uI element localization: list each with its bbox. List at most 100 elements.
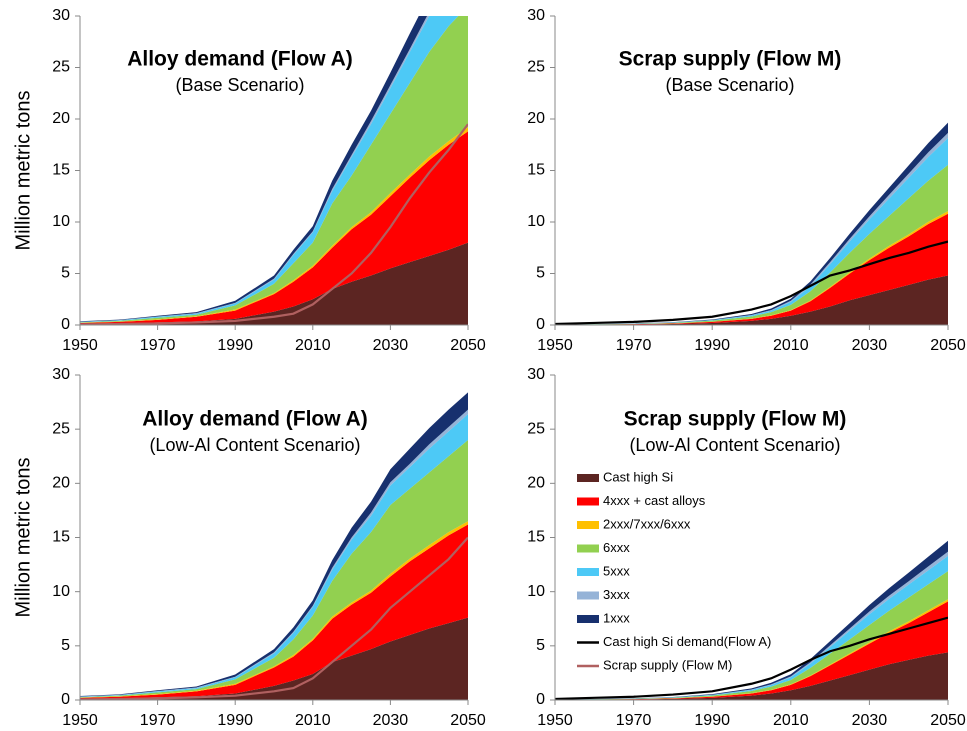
y-tick-label: 30 (52, 7, 70, 24)
x-tick-label: 2030 (373, 712, 409, 729)
legend-swatch (577, 474, 599, 482)
legend-swatch (577, 568, 599, 576)
y-tick-label: 20 (527, 475, 545, 492)
area (555, 601, 948, 700)
legend-swatch (577, 591, 599, 600)
y-tick-label: 10 (527, 583, 545, 600)
x-tick-label: 1950 (62, 712, 98, 729)
y-axis-label: Million metric tons (12, 90, 34, 250)
plot-area (80, 392, 468, 700)
y-tick-label: 20 (52, 475, 70, 492)
y-tick-label: 10 (52, 583, 70, 600)
panel: 0 5 10 15 20 25 30 1950 1970 1990 2010 2030 2050 Scra… (527, 366, 966, 729)
y-tick-label: 15 (52, 529, 70, 546)
legend-swatch (577, 544, 599, 553)
legend: Cast high Si 4xxx + cast alloys 2xxx/7xxx/… (577, 469, 771, 672)
y-tick-label: 20 (527, 110, 545, 127)
x-tick-label: 2010 (773, 712, 809, 729)
y-tick-label: 25 (52, 420, 70, 437)
x-tick-label: 1970 (616, 337, 652, 354)
legend-swatch (577, 521, 599, 529)
legend-label: 2xxx/7xxx/6xxx (603, 516, 691, 531)
x-tick-label: 2030 (373, 337, 409, 354)
line (80, 123, 468, 325)
chart-title: Scrap supply (Flow M) (624, 408, 847, 431)
chart-subtitle: (Low-Al Content Scenario) (149, 435, 360, 455)
x-tick-label: 2010 (295, 337, 331, 354)
line (555, 240, 948, 325)
panel: 0 5 10 15 20 25 30 1950 1970 1990 2010 2030 2050 Allo… (12, 366, 486, 729)
area (80, 440, 468, 698)
y-tick-label: 15 (52, 162, 70, 179)
x-tick-label: 1950 (537, 712, 573, 729)
y-tick-label: 5 (536, 637, 545, 654)
x-tick-label: 2010 (773, 337, 809, 354)
x-tick-label: 1970 (140, 337, 176, 354)
area (555, 164, 948, 325)
area (555, 138, 948, 325)
y-tick-label: 10 (527, 213, 545, 230)
area (555, 652, 948, 700)
legend-swatch (577, 615, 599, 623)
legend-label: 1xxx (603, 610, 630, 625)
x-tick-label: 2050 (930, 337, 966, 354)
y-tick-label: 5 (536, 265, 545, 282)
y-tick-label: 0 (61, 316, 70, 333)
x-tick-label: 2050 (930, 712, 966, 729)
plot-area (555, 540, 948, 700)
x-tick-label: 2030 (852, 712, 888, 729)
legend-label: 5xxx (603, 563, 630, 578)
area (80, 242, 468, 325)
panel: 0 5 10 15 20 25 30 1950 1970 1990 2010 2030 2050 Scra… (527, 7, 966, 354)
legend-label: 4xxx + cast alloys (603, 493, 706, 508)
y-tick-label: 30 (52, 366, 70, 383)
x-tick-label: 1990 (694, 712, 730, 729)
y-tick-label: 0 (536, 316, 545, 333)
y-tick-label: 5 (61, 637, 70, 654)
x-tick-label: 1970 (616, 712, 652, 729)
y-tick-label: 25 (527, 59, 545, 76)
line (555, 616, 948, 700)
legend-label: Cast high Si (603, 469, 673, 484)
legend-swatch (577, 497, 599, 506)
x-tick-label: 2050 (450, 337, 486, 354)
line (80, 536, 468, 700)
y-tick-label: 30 (527, 366, 545, 383)
area (555, 213, 948, 325)
chart-title: Alloy demand (Flow A) (142, 408, 368, 431)
area (80, 16, 468, 323)
legend-label: Scrap supply (Flow M) (603, 657, 732, 672)
y-tick-label: 15 (527, 529, 545, 546)
y-tick-label: 10 (52, 213, 70, 230)
plot-area (80, 16, 468, 325)
x-tick-label: 2050 (450, 712, 486, 729)
x-tick-label: 1950 (62, 337, 98, 354)
x-tick-label: 2010 (295, 712, 331, 729)
area (80, 524, 468, 699)
legend-label: 6xxx (603, 540, 630, 555)
x-tick-label: 1990 (217, 712, 253, 729)
legend-label: Cast high Si demand(Flow A) (603, 634, 771, 649)
y-tick-label: 20 (52, 110, 70, 127)
legend-label: 3xxx (603, 587, 630, 602)
x-tick-label: 2030 (852, 337, 888, 354)
chart-subtitle: (Base Scenario) (175, 75, 304, 95)
y-tick-label: 0 (536, 691, 545, 708)
y-tick-label: 30 (527, 7, 545, 24)
chart-title: Scrap supply (Flow M) (619, 48, 842, 71)
x-tick-label: 1990 (217, 337, 253, 354)
panel: 0 5 10 15 20 25 30 1950 1970 1990 2010 2030 2050 Allo… (12, 7, 486, 354)
area (555, 571, 948, 700)
chart-subtitle: (Low-Al Content Scenario) (629, 435, 840, 455)
y-tick-label: 15 (527, 162, 545, 179)
y-tick-label: 0 (61, 691, 70, 708)
y-tick-label: 25 (527, 420, 545, 437)
y-tick-label: 5 (61, 265, 70, 282)
x-tick-label: 1990 (694, 337, 730, 354)
plot-area (555, 122, 948, 325)
x-tick-label: 1950 (537, 337, 573, 354)
area (80, 617, 468, 700)
y-tick-label: 25 (52, 59, 70, 76)
area (555, 275, 948, 325)
